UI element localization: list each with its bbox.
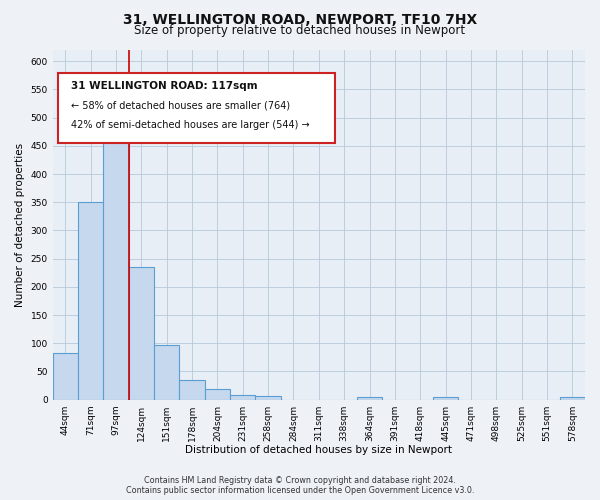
- Bar: [53, 353, 78, 400]
- Bar: [256, 396, 281, 400]
- Bar: [103, 129, 129, 400]
- Bar: [129, 267, 154, 400]
- Text: ← 58% of detached houses are smaller (764): ← 58% of detached houses are smaller (76…: [71, 100, 290, 110]
- Text: 42% of semi-detached houses are larger (544) →: 42% of semi-detached houses are larger (…: [71, 120, 310, 130]
- Bar: [179, 380, 205, 400]
- Bar: [357, 397, 382, 400]
- Y-axis label: Number of detached properties: Number of detached properties: [15, 142, 25, 307]
- Bar: [560, 397, 585, 400]
- Bar: [433, 398, 458, 400]
- Bar: [78, 202, 103, 400]
- X-axis label: Distribution of detached houses by size in Newport: Distribution of detached houses by size …: [185, 445, 452, 455]
- Bar: [230, 395, 256, 400]
- Bar: [154, 345, 179, 400]
- Text: Contains public sector information licensed under the Open Government Licence v3: Contains public sector information licen…: [126, 486, 474, 495]
- Text: 31 WELLINGTON ROAD: 117sqm: 31 WELLINGTON ROAD: 117sqm: [71, 82, 258, 92]
- Text: Size of property relative to detached houses in Newport: Size of property relative to detached ho…: [134, 24, 466, 37]
- Text: Contains HM Land Registry data © Crown copyright and database right 2024.: Contains HM Land Registry data © Crown c…: [144, 476, 456, 485]
- FancyBboxPatch shape: [58, 72, 335, 142]
- Text: 31, WELLINGTON ROAD, NEWPORT, TF10 7HX: 31, WELLINGTON ROAD, NEWPORT, TF10 7HX: [123, 12, 477, 26]
- Bar: [205, 390, 230, 400]
